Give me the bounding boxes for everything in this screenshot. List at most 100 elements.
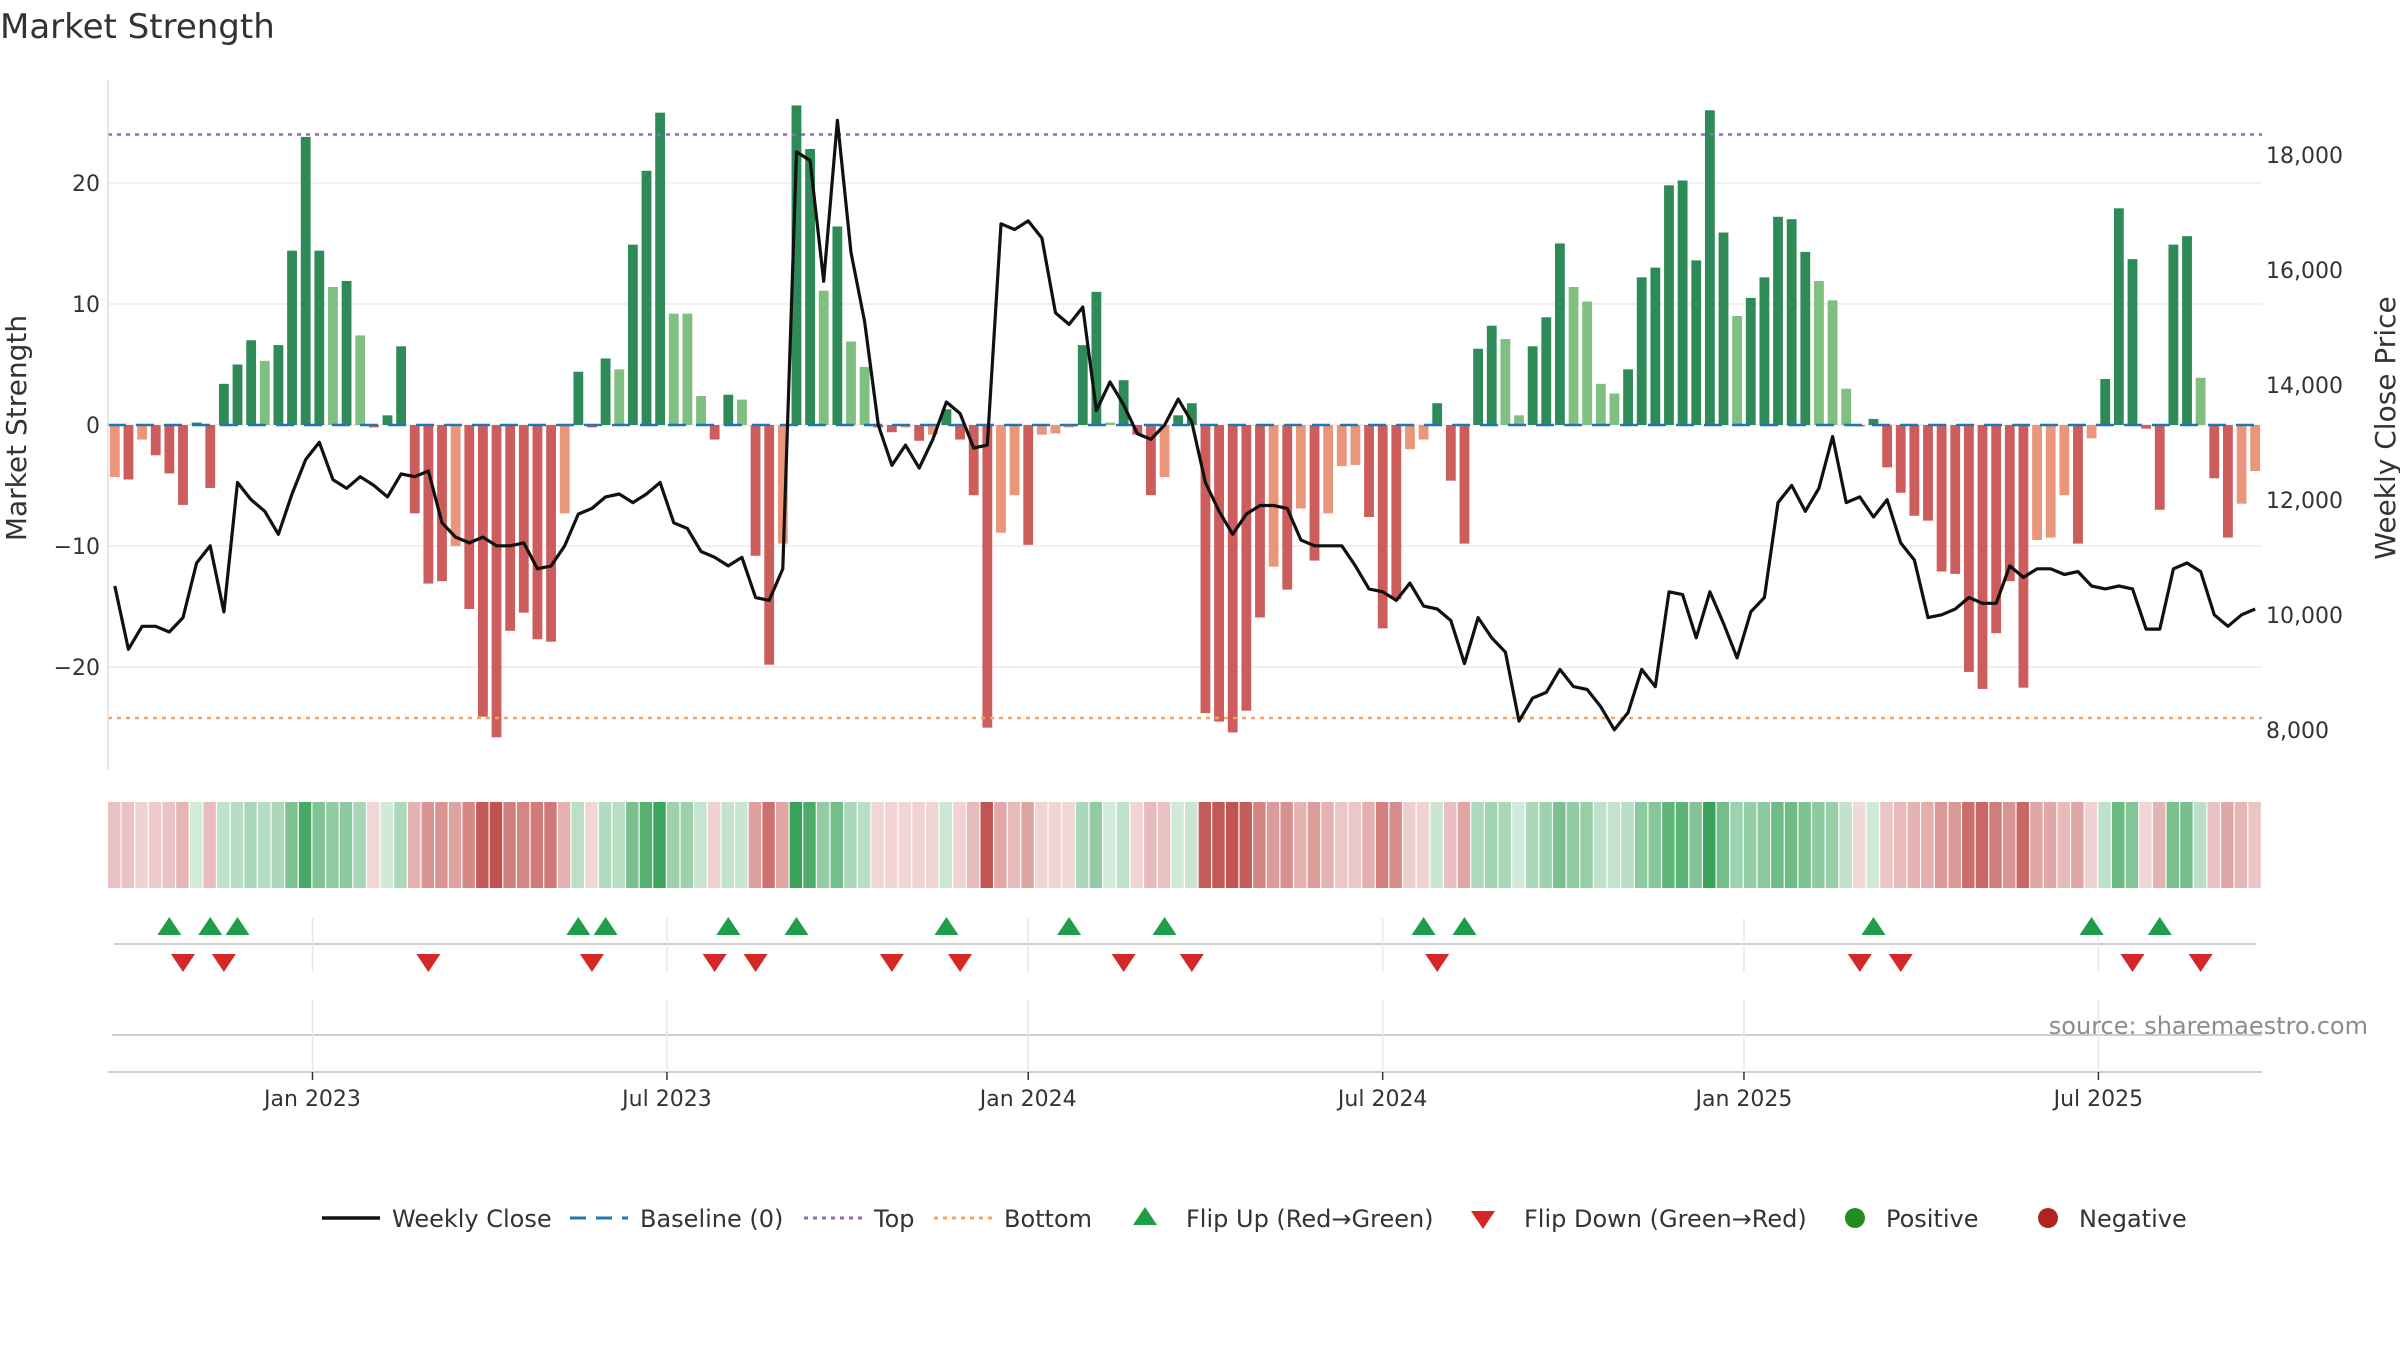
heat-cell	[2139, 802, 2152, 888]
strength-bar	[573, 371, 584, 425]
heat-cell	[1948, 802, 1961, 888]
heat-cell	[1157, 802, 1171, 888]
strength-bar	[396, 346, 407, 425]
strength-bar	[246, 340, 257, 425]
heat-cell	[1334, 802, 1348, 888]
x-tick-label: Jan 2023	[262, 1087, 361, 1112]
strength-bar	[437, 425, 447, 582]
heat-cell	[367, 802, 380, 888]
flip-up-marker	[198, 917, 223, 935]
flip-up-marker	[1861, 917, 1886, 935]
heat-cell	[980, 802, 993, 888]
heat-cell	[1007, 802, 1021, 888]
heat-cell	[1593, 802, 1607, 888]
strength-bar	[1800, 251, 1811, 425]
strength-bar	[1405, 425, 1415, 450]
strength-bar	[477, 425, 488, 717]
heat-cell	[1198, 802, 1212, 888]
y-left-tick-label: 10	[72, 293, 100, 318]
strength-bar	[1077, 345, 1088, 425]
strength-bar	[1773, 216, 1783, 425]
strength-bar	[982, 425, 993, 728]
y-right-tick-label: 18,000	[2266, 144, 2343, 169]
flip-up-marker	[566, 917, 591, 935]
heat-cell	[925, 802, 939, 888]
heat-cell	[585, 802, 598, 888]
flip-down-marker	[743, 954, 768, 972]
flip-down-marker	[1425, 954, 1450, 972]
heat-cell	[1866, 802, 1880, 888]
heat-cell	[1743, 802, 1757, 888]
strength-bar	[2250, 425, 2261, 471]
strength-bar	[2059, 425, 2070, 496]
heat-cell	[326, 802, 339, 888]
heat-cell	[1648, 802, 1661, 888]
strength-bar	[2209, 425, 2220, 479]
heat-cell	[1675, 802, 1689, 888]
strength-bar	[668, 313, 679, 425]
heat-cell	[148, 802, 162, 888]
heat-cell	[2002, 802, 2016, 888]
strength-bar	[1214, 425, 1224, 722]
heat-cell	[1880, 802, 1893, 888]
y-left-tick-label: 20	[72, 172, 100, 197]
heat-cell	[1144, 802, 1157, 888]
heat-cell	[1525, 802, 1539, 888]
strength-bar	[1268, 425, 1279, 567]
strength-bar	[627, 244, 638, 425]
strength-bar	[1432, 403, 1443, 425]
heat-cell	[994, 802, 1007, 888]
heat-cell	[953, 802, 966, 888]
heat-cell	[108, 802, 121, 888]
heat-cell	[1171, 802, 1184, 888]
legend-label: Bottom	[1004, 1205, 1092, 1233]
heat-cell	[1893, 802, 1907, 888]
heat-cell	[1348, 802, 1362, 888]
heat-cell	[1389, 802, 1402, 888]
heat-cell	[1771, 802, 1784, 888]
heat-cell	[407, 802, 421, 888]
heat-cell	[1812, 802, 1825, 888]
legend-label: Weekly Close	[392, 1205, 552, 1233]
heat-cell	[1539, 802, 1552, 888]
strength-bar	[205, 425, 216, 488]
heat-cell	[339, 802, 353, 888]
strength-bar	[1418, 425, 1429, 440]
legend-label: Baseline (0)	[640, 1205, 783, 1233]
heat-cell	[1975, 802, 1989, 888]
strength-bar	[2073, 425, 2083, 544]
strength-bar	[723, 394, 734, 425]
strength-bar	[1364, 425, 1374, 517]
heat-cell	[257, 802, 271, 888]
heat-cell	[2221, 802, 2234, 888]
strength-bar	[655, 112, 666, 426]
strength-heat-strip	[108, 802, 2261, 888]
flip-up-marker	[2079, 917, 2104, 935]
y-left-tick-label: −20	[54, 656, 100, 681]
strength-bar	[1186, 403, 1197, 425]
heat-cell	[2016, 802, 2030, 888]
heat-cell	[626, 802, 639, 888]
heat-cell	[2152, 802, 2166, 888]
legend-circle-swatch	[1845, 1208, 1865, 1228]
y-right-tick-label: 10,000	[2266, 604, 2343, 629]
strength-bar	[314, 250, 325, 425]
heat-cell	[448, 802, 462, 888]
heat-cell	[748, 802, 762, 888]
strength-bar	[2168, 244, 2179, 425]
heat-cell	[476, 802, 489, 888]
y-right-axis: 18,000 16,000 14,000 12,000 10,000 8,000	[2266, 144, 2343, 744]
strength-bar	[2018, 425, 2029, 688]
heat-cell	[516, 802, 530, 888]
heat-cell	[1989, 802, 2002, 888]
heat-cell	[721, 802, 734, 888]
strength-bar	[1473, 348, 1484, 425]
strength-bar	[805, 149, 816, 425]
heat-cell	[312, 802, 325, 888]
y-right-tick-label: 12,000	[2266, 489, 2343, 514]
strength-bar	[1241, 425, 1252, 711]
heat-cell	[394, 802, 407, 888]
strength-bar	[737, 399, 747, 425]
heat-cell	[1512, 802, 1525, 888]
heat-cell	[830, 802, 843, 888]
